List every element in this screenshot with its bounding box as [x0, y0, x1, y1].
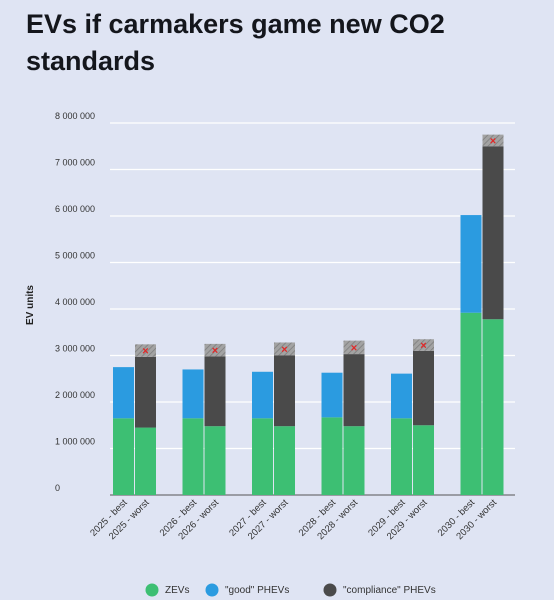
- legend-swatch: [323, 583, 337, 597]
- bar-segment-compliancephevs: [482, 146, 504, 320]
- bar-segment-zevs: [182, 418, 204, 495]
- bar-segment-hatched: [482, 134, 504, 147]
- bar-segment-goodphevs: [182, 369, 204, 419]
- bar-segment-zevs: [274, 426, 295, 495]
- bar-segment-compliancephevs: [135, 356, 156, 428]
- x-marker: ×: [420, 340, 426, 352]
- legend-swatch: [205, 583, 219, 597]
- x-marker: ×: [212, 345, 218, 357]
- bar-segment-goodphevs: [391, 373, 412, 419]
- bar-segment-zevs: [321, 417, 343, 495]
- chart-title: EVs if carmakers game new CO2 standards: [26, 9, 445, 76]
- x-marker: ×: [281, 344, 287, 356]
- bars: × × × × × ×: [113, 134, 504, 495]
- y-axis-title: EV units: [25, 285, 36, 325]
- y-tick-label: 7 000 000: [55, 158, 95, 168]
- bar-segment-hatched: [204, 343, 226, 357]
- bar-segment-hatched: [135, 344, 156, 357]
- bar-segment-zevs: [343, 426, 365, 495]
- y-tick-label: 1 000 000: [55, 437, 95, 447]
- legend-label: "good" PHEVs: [225, 585, 289, 596]
- bar-segment-zevs: [482, 319, 504, 495]
- bar-segment-compliancephevs: [204, 356, 226, 427]
- bar-segment-hatched: [274, 342, 295, 356]
- y-tick-label: 0: [55, 483, 60, 493]
- bar-segment-goodphevs: [252, 371, 273, 419]
- x-marker: ×: [142, 346, 148, 358]
- y-tick-label: 4 000 000: [55, 297, 95, 307]
- y-tick-label: 8 000 000: [55, 111, 95, 121]
- y-tick-label: 3 000 000: [55, 344, 95, 354]
- y-tick-label: 5 000 000: [55, 251, 95, 261]
- bar-segment-compliancephevs: [274, 355, 295, 427]
- bar-segment-zevs: [413, 425, 434, 495]
- x-marker: ×: [351, 342, 357, 354]
- y-axis-ticks: 0 1 000 000 2 000 000 3 000 000 4 000 000 5 0…: [55, 111, 95, 493]
- bar-segment-zevs: [204, 426, 226, 495]
- bar-segment-zevs: [252, 418, 273, 495]
- gridlines: [110, 122, 515, 496]
- y-tick-label: 2 000 000: [55, 390, 95, 400]
- bar-segment-zevs: [135, 427, 156, 495]
- bar-segment-zevs: [460, 312, 482, 495]
- legend-label: "compliance" PHEVs: [343, 585, 436, 596]
- bar-segment-compliancephevs: [343, 354, 365, 427]
- bar-segment-goodphevs: [321, 372, 343, 418]
- legend-label: ZEVs: [165, 585, 189, 596]
- x-marker: ×: [490, 135, 496, 147]
- bar-segment-hatched: [413, 339, 434, 351]
- bar-segment-zevs: [391, 418, 412, 495]
- bar-segment-goodphevs: [460, 215, 482, 313]
- legend-swatch: [145, 583, 159, 597]
- legend: ZEVs "good" PHEVs "compliance" PHEVs: [145, 583, 436, 597]
- bar-segment-zevs: [113, 418, 134, 495]
- bar-segment-goodphevs: [113, 367, 134, 419]
- bar-segment-compliancephevs: [413, 350, 434, 426]
- y-tick-label: 6 000 000: [55, 204, 95, 214]
- bar-segment-hatched: [343, 340, 365, 355]
